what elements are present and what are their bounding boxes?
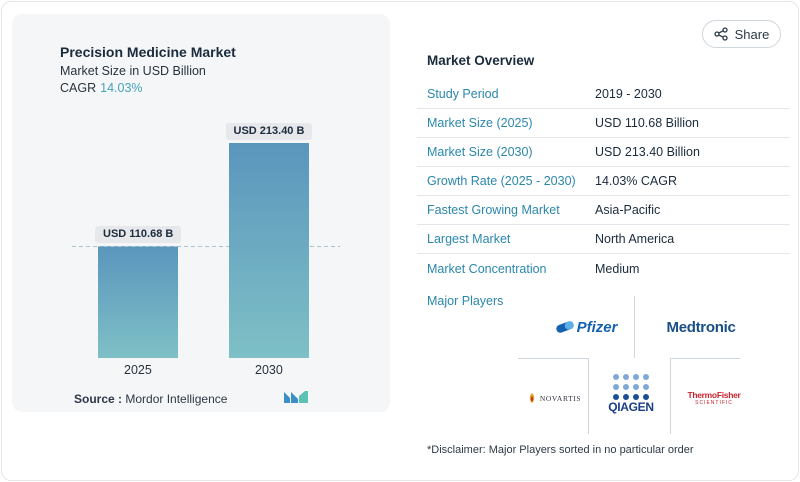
overview-row: Market Concentration Medium	[417, 254, 790, 283]
disclaimer: *Disclaimer: Major Players sorted in no …	[427, 444, 694, 456]
thermofisher-scientific: SCIENTIFIC	[695, 400, 733, 406]
medtronic-logo: Medtronic	[658, 314, 744, 340]
data-label-2030: USD 213.40 B	[225, 123, 313, 140]
overview-row-value: 14.03% CAGR	[595, 174, 677, 188]
grid-divider	[518, 358, 588, 359]
source-line: Source : Mordor Intelligence	[74, 392, 227, 406]
overview-title: Market Overview	[427, 53, 535, 68]
qiagen-wordmark: QIAGEN	[608, 399, 654, 414]
grid-divider	[634, 296, 635, 358]
bar-2025	[98, 246, 178, 358]
overview-row-label: Fastest Growing Market	[427, 203, 560, 217]
novartis-flame-icon	[529, 393, 535, 403]
overview-row: Market Size (2025) USD 110.68 Billion	[417, 109, 790, 138]
thermofisher-logo: ThermoFisher SCIENTIFIC	[680, 388, 748, 410]
overview-row-label: Market Concentration	[427, 261, 547, 276]
overview-row-label: Market Size (2025)	[427, 116, 533, 130]
share-label: Share	[734, 26, 770, 42]
major-players-label: Major Players	[427, 294, 504, 308]
chart-subtitle: Market Size in USD Billion	[60, 64, 206, 78]
pfizer-logo: Pfizer	[546, 314, 626, 340]
overview-row: Fastest Growing Market Asia-Pacific	[417, 196, 790, 225]
cagr-line: CAGR 14.03%	[60, 81, 143, 95]
overview-row-value: 2019 - 2030	[595, 87, 662, 101]
overview-row-label: Market Size (2030)	[427, 145, 533, 159]
medtronic-wordmark: Medtronic	[666, 318, 736, 336]
bar-chart	[72, 143, 340, 358]
pfizer-wordmark: Pfizer	[576, 318, 618, 336]
qiagen-dots-icon	[613, 373, 649, 400]
pfizer-pill-icon	[555, 321, 574, 333]
overview-row: Growth Rate (2025 - 2030) 14.03% CAGR	[417, 167, 790, 196]
overview-row: Market Size (2030) USD 213.40 Billion	[417, 138, 790, 167]
overview-row: Largest Market North America	[417, 225, 790, 254]
thermofisher-wordmark: ThermoFisher	[687, 390, 741, 400]
novartis-logo: NOVARTIS	[522, 388, 586, 408]
share-icon	[713, 27, 728, 41]
grid-divider	[670, 358, 671, 434]
bar-2030	[229, 143, 309, 358]
source-label: Source :	[74, 392, 123, 406]
overview-row-label: Study Period	[427, 87, 499, 101]
chart-card	[12, 14, 390, 412]
overview-row-value: Asia-Pacific	[595, 203, 661, 217]
overview-row-value: North America	[595, 232, 675, 246]
data-label-2025: USD 110.68 B	[95, 226, 182, 244]
share-button[interactable]: Share	[702, 20, 781, 48]
overview-row-label: Growth Rate (2025 - 2030)	[427, 174, 576, 188]
x-tick-2030: 2030	[255, 363, 283, 377]
source-value: Mordor Intelligence	[125, 392, 228, 406]
overview-row-value: Medium	[595, 261, 640, 276]
overview-row-value: USD 213.40 Billion	[595, 145, 700, 159]
x-tick-2025: 2025	[124, 363, 152, 377]
mordor-intelligence-logo	[284, 391, 308, 403]
cagr-value: 14.03%	[100, 81, 143, 95]
cagr-label: CAGR	[60, 81, 97, 95]
major-players-grid: Pfizer Medtronic NOVARTIS QIAGEN ThermoF…	[518, 296, 741, 434]
grid-divider	[588, 358, 589, 434]
overview-table: Study Period 2019 - 2030 Market Size (202…	[417, 80, 790, 283]
overview-row-value: USD 110.68 Billion	[595, 116, 699, 130]
chart-title: Precision Medicine Market	[60, 44, 236, 60]
overview-row-label: Largest Market	[427, 232, 511, 246]
qiagen-logo: QIAGEN	[606, 370, 656, 416]
novartis-wordmark: NOVARTIS	[539, 393, 582, 403]
grid-divider	[670, 358, 740, 359]
overview-row: Study Period 2019 - 2030	[417, 80, 790, 109]
